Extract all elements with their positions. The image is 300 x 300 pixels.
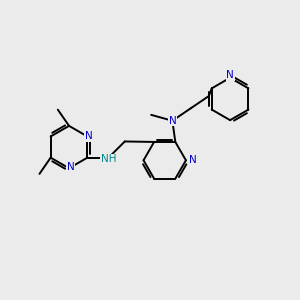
Text: N: N xyxy=(226,70,234,80)
Text: NH: NH xyxy=(101,154,116,164)
Text: N: N xyxy=(169,116,176,126)
Text: N: N xyxy=(67,162,74,172)
Text: N: N xyxy=(189,155,196,165)
Text: N: N xyxy=(85,131,93,142)
